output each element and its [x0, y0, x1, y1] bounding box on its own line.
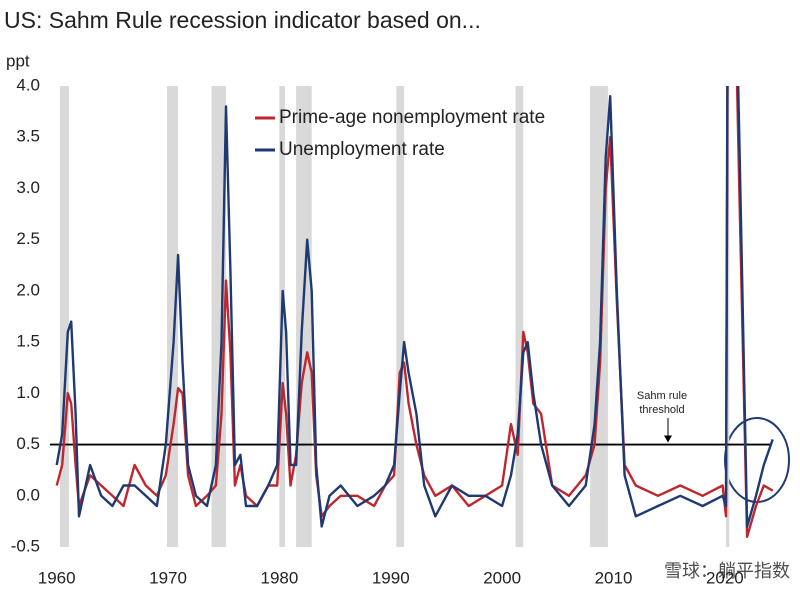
legend-label: Unemployment rate: [279, 139, 445, 160]
x-tick-label: 2020: [706, 568, 744, 587]
recession-band: [396, 86, 405, 547]
x-tick-label: 2010: [595, 568, 633, 587]
annotation: threshold: [639, 404, 684, 416]
x-tick-label: 1980: [260, 568, 298, 587]
y-tick-label: 3.5: [16, 127, 40, 146]
series-line: [55, 86, 774, 528]
recession-band: [296, 86, 312, 547]
x-tick-label: 1970: [149, 568, 187, 587]
y-tick-label: 0.0: [16, 485, 40, 504]
chart-title: US: Sahm Rule recession indicator based …: [4, 7, 481, 33]
recession-band: [515, 86, 524, 547]
y-tick-label: 2.5: [16, 229, 40, 248]
y-tick-label: 1.5: [16, 332, 40, 351]
recession-band: [211, 86, 226, 547]
y-tick-label: 4.0: [16, 75, 40, 94]
watermark: 雪球：躺平指数: [664, 561, 790, 581]
y-tick-label: 0.5: [16, 434, 40, 453]
x-tick-label: 2000: [483, 568, 521, 587]
annotation: Sahm rule: [637, 390, 687, 402]
recession-band: [60, 86, 69, 547]
recession-band: [166, 86, 179, 547]
y-tick-label: 2.0: [16, 280, 40, 299]
series-group: [55, 86, 774, 538]
annotation-arrowhead: [664, 435, 672, 443]
y-axis-label: ppt: [6, 51, 30, 70]
legend-label: Prime-age nonemployment rate: [279, 107, 545, 128]
x-tick-label: 1990: [372, 568, 410, 587]
y-tick-label: -0.5: [11, 536, 40, 555]
y-tick-label: 3.0: [16, 178, 40, 197]
y-tick-label: 1.0: [16, 383, 40, 402]
x-tick-label: 1960: [38, 568, 76, 587]
